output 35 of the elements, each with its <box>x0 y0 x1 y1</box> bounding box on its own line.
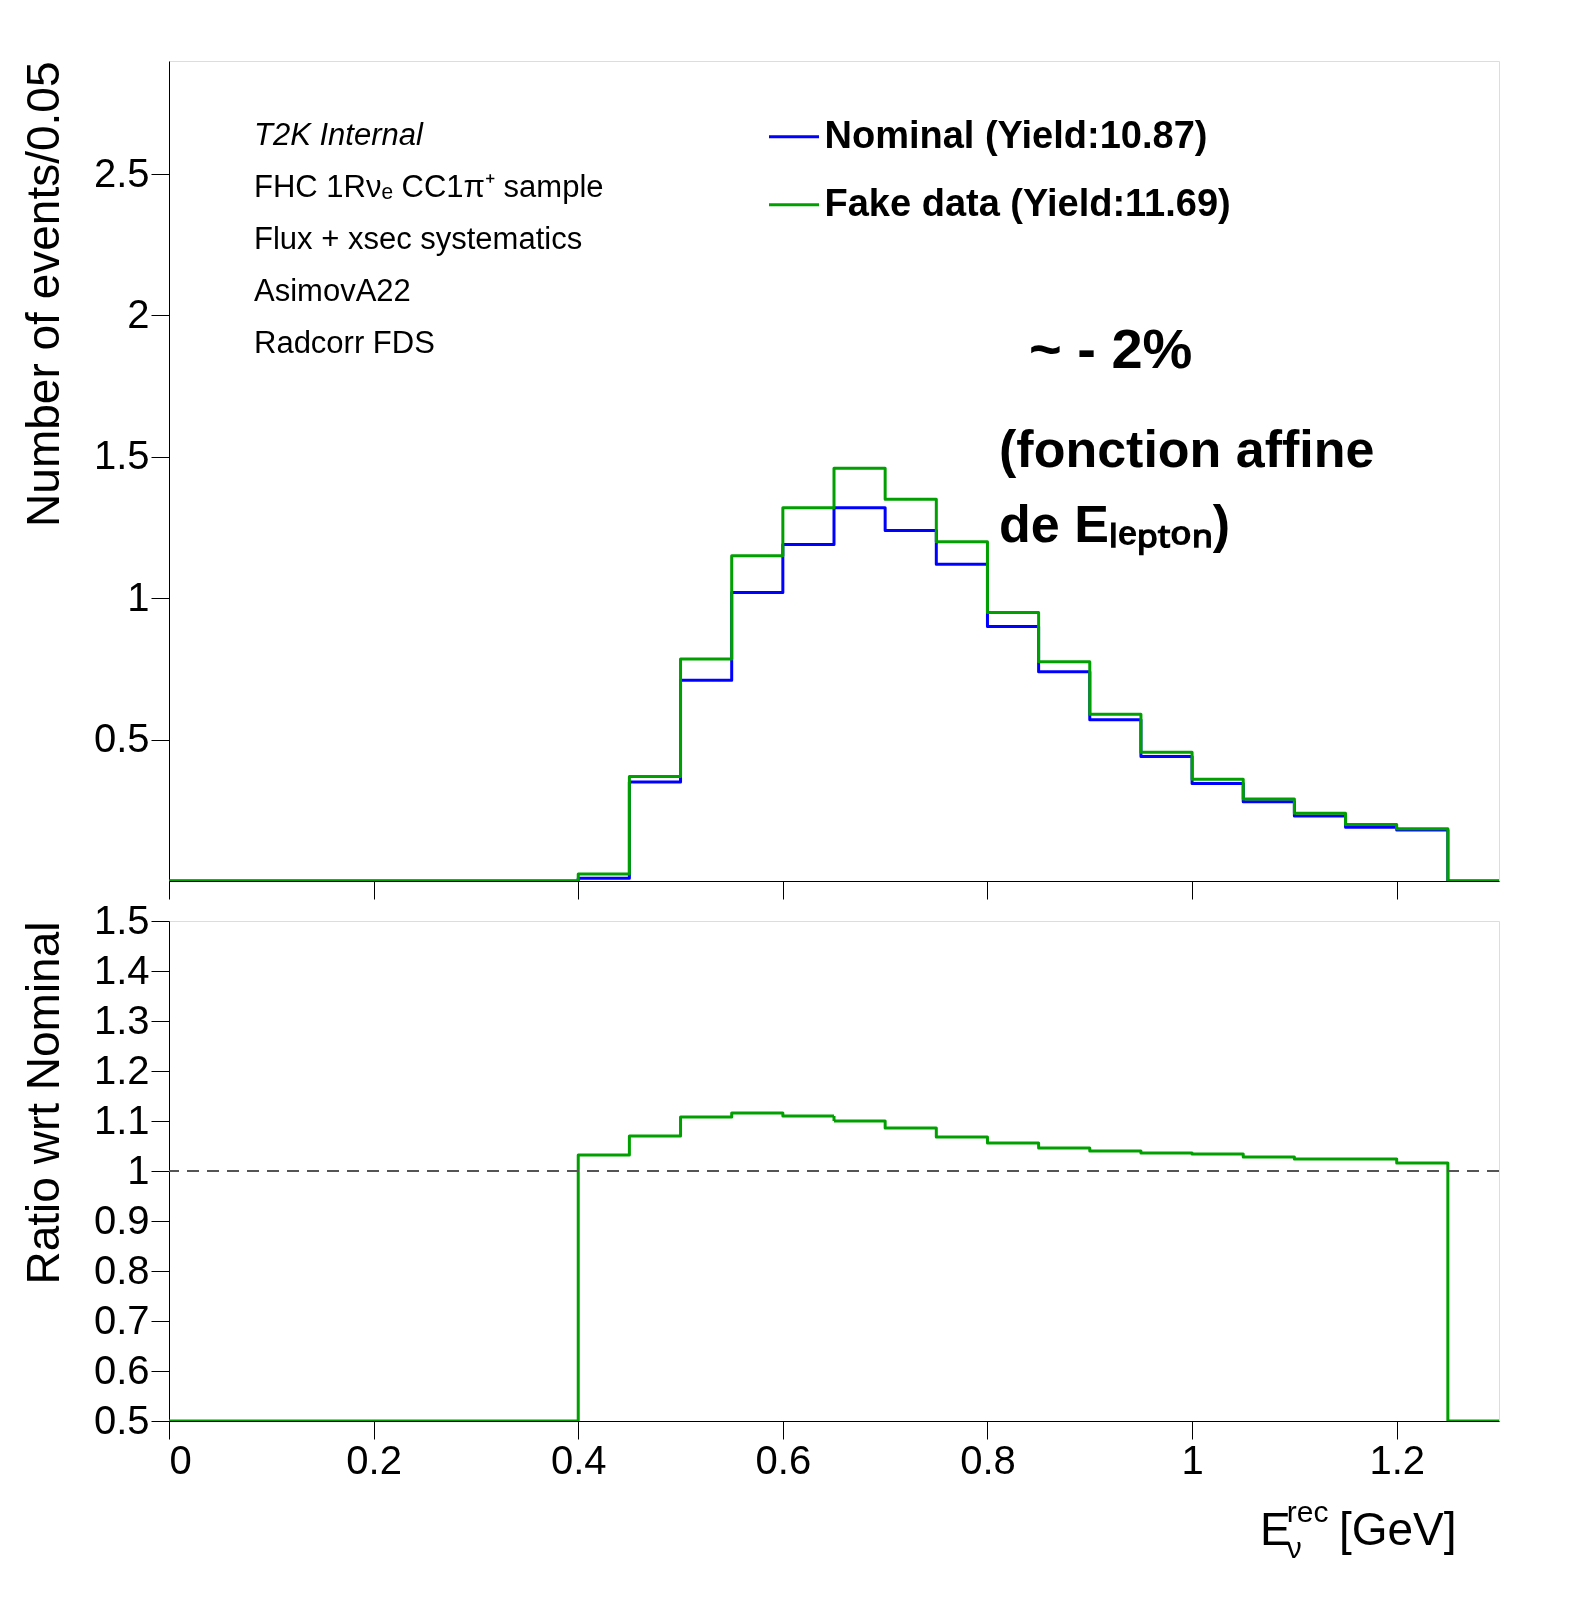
y-tick-label: 0.9 <box>93 1197 150 1242</box>
x-tick-label: 0.4 <box>550 1437 607 1482</box>
y-tick-label: 1.5 <box>93 897 150 942</box>
annotation: AsimovA22 <box>254 273 411 308</box>
y-tick-label: 0.5 <box>93 716 150 761</box>
y-tick-label: 0.8 <box>93 1247 150 1292</box>
annotation: T2K Internal <box>254 117 424 152</box>
annotation: Radcorr FDS <box>254 325 435 360</box>
y-tick-label: 0.7 <box>93 1297 150 1342</box>
y-axis-title: Number of events/0.05 <box>16 61 69 527</box>
y-tick-label: 2 <box>127 291 150 336</box>
y-tick-label: 2.5 <box>93 150 150 195</box>
annotation: ~ - 2% <box>1029 317 1193 380</box>
legend-label: Fake data (Yield:11.69) <box>824 181 1231 224</box>
text: 0 <box>169 1437 192 1482</box>
annotation: FHC 1Rνₑ CC1π⁺ sample <box>254 169 604 204</box>
legend-label: Nominal (Yield:10.87) <box>824 113 1208 156</box>
y-tick-label: 0.5 <box>93 1397 150 1442</box>
annotation: (fonction affine <box>999 420 1375 478</box>
x-tick-label: 0.6 <box>755 1437 812 1482</box>
annotation: de Eₗₑₚₜₒₙ) <box>999 495 1231 556</box>
x-tick-label: 0.8 <box>960 1437 1016 1482</box>
y-tick-label: 0.6 <box>93 1347 150 1392</box>
y-tick-label: 1.1 <box>93 1097 150 1142</box>
y-tick-label: 1.3 <box>93 997 150 1042</box>
y-tick-label: 1 <box>127 574 150 619</box>
x-tick-label: 1.2 <box>1369 1437 1425 1482</box>
y-axis-title: Ratio wrt Nominal <box>16 921 69 1285</box>
y-tick-label: 1.5 <box>93 433 150 478</box>
x-tick-label: 0.2 <box>346 1437 402 1482</box>
y-tick-label: 1.2 <box>93 1047 150 1092</box>
y-tick-label: 1 <box>127 1147 150 1192</box>
x-tick-label: 1 <box>1181 1437 1204 1482</box>
annotation: Flux + xsec systematics <box>254 221 583 256</box>
y-tick-label: 1.4 <box>93 947 150 992</box>
